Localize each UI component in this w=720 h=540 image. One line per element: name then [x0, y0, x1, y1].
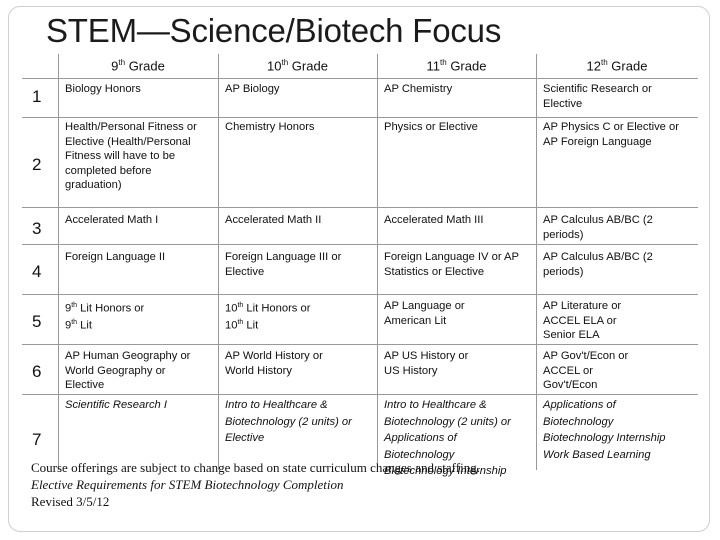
header-grade-9: 9th Grade	[111, 58, 165, 74]
period-number: 7	[32, 430, 42, 449]
table-cell: Physics or Elective	[384, 121, 478, 133]
column-divider	[377, 54, 378, 470]
revision-date: Revised 3/5/12	[31, 494, 110, 509]
slide-title: STEM—Science/Biotech Focus	[46, 12, 502, 49]
table-cell: AP Chemistry	[384, 83, 453, 95]
row-divider	[22, 117, 698, 118]
table-cell: AP Gov't/Econ or ACCEL or Gov't/Econ	[543, 350, 629, 391]
table-cell: AP US History or US History	[384, 350, 469, 377]
slide-frame	[8, 6, 710, 532]
header-grade-11: 11th Grade	[426, 58, 487, 74]
footnote: Course offerings are subject to change b…	[31, 460, 480, 475]
row-divider	[22, 394, 698, 395]
footer-subtitle: Elective Requirements for STEM Biotechno…	[31, 477, 344, 492]
table-cell: AP Calculus AB/BC (2 periods)	[543, 214, 653, 241]
table-cell: Scientific Research I	[65, 399, 167, 411]
course-table: 9th Grade 10th Grade 11th Grade 12th Gra…	[22, 54, 698, 477]
table-cell: Accelerated Math II	[225, 214, 322, 226]
table-cell: AP Calculus AB/BC (2 periods)	[543, 251, 653, 278]
period-number: 6	[32, 362, 42, 381]
table-cell: Intro to Healthcare & Biotechnology (2 u…	[384, 399, 511, 477]
row-divider	[22, 78, 698, 79]
table-cell: Accelerated Math III	[384, 214, 484, 226]
table-cell: Foreign Language II	[65, 251, 166, 263]
table-cell: Foreign Language IV or AP Statistics or …	[384, 251, 519, 278]
table-cell: AP Biology	[225, 83, 280, 95]
table-cell: AP Language or American Lit	[384, 300, 465, 327]
table-cell: 9th Lit Honors or 9th Lit	[65, 302, 145, 332]
period-number: 3	[32, 219, 42, 238]
table-cell: AP Physics C or Elective or AP Foreign L…	[543, 121, 679, 148]
table-cell: Chemistry Honors	[225, 121, 315, 133]
period-number: 2	[32, 155, 42, 174]
table-cell: Biology Honors	[65, 83, 141, 95]
period-number: 1	[32, 87, 42, 106]
period-number: 4	[32, 262, 42, 281]
table-cell: 10th Lit Honors or 10th Lit	[225, 302, 311, 332]
column-divider	[58, 54, 59, 470]
row-divider	[22, 244, 698, 245]
row-divider	[22, 294, 698, 295]
row-divider	[22, 344, 698, 345]
row-divider	[22, 207, 698, 208]
table-cell: AP Literature or ACCEL ELA or Senior ELA	[543, 300, 622, 341]
table-cell: Intro to Healthcare & Biotechnology (2 u…	[225, 399, 352, 444]
header-grade-12: 12th Grade	[586, 58, 648, 74]
table-cell: AP World History or World History	[225, 350, 323, 377]
table-cell: Foreign Language III or Elective	[225, 251, 342, 278]
period-number: 5	[32, 312, 42, 331]
column-divider	[218, 54, 219, 470]
table-cell: AP Human Geography or World Geography or…	[65, 350, 191, 391]
table-cell: Applications of Biotechnology Biotechnol…	[543, 399, 666, 461]
table-cell: Health/Personal Fitness or Elective (Hea…	[65, 121, 197, 191]
column-divider	[536, 54, 537, 470]
table-cell: Scientific Research or Elective	[543, 83, 652, 110]
table-cell: Accelerated Math I	[65, 214, 159, 226]
header-grade-10: 10th Grade	[267, 58, 328, 74]
